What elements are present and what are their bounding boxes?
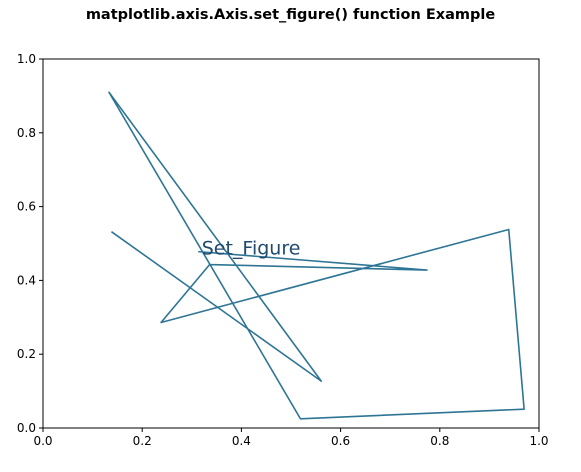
x-tick-label: 0.4 [232, 434, 251, 448]
series-0-vertex [111, 231, 113, 233]
series-0-vertex [523, 408, 525, 410]
series-0-vertex [108, 91, 110, 93]
y-axis: 0.0 0.2 0.4 0.6 0.8 1.0 [17, 52, 43, 435]
y-tick-label: 1.0 [17, 52, 36, 66]
series-0-vertex [160, 322, 162, 324]
x-axis: 0.0 0.2 0.4 0.6 0.8 1.0 [33, 428, 549, 448]
annotation-text: Set_Figure [202, 238, 301, 260]
series-0-vertex [209, 264, 211, 266]
annotation-layer: Set_Figure [202, 238, 301, 260]
y-tick-label: 0.8 [17, 126, 36, 140]
x-tick-label: 1.0 [529, 434, 548, 448]
y-tick-label: 0.0 [17, 421, 36, 435]
x-tick-label: 0.6 [331, 434, 350, 448]
series-0-vertex [197, 251, 199, 253]
y-tick-label: 0.2 [17, 347, 36, 361]
y-tick-label: 0.4 [17, 273, 36, 287]
x-tick-label: 0.2 [133, 434, 152, 448]
chart-title: matplotlib.axis.Axis.set_figure() functi… [85, 7, 496, 23]
series-0-vertex [300, 418, 302, 420]
x-tick-label: 0.0 [33, 434, 52, 448]
series-0-vertex [508, 229, 510, 231]
series-0-vertex [320, 380, 322, 382]
series-0-vertex [426, 269, 428, 271]
x-tick-label: 0.8 [430, 434, 449, 448]
plot-area-frame [42, 58, 540, 429]
series-layer [108, 91, 525, 420]
y-tick-label: 0.6 [17, 200, 36, 214]
series-line-0 [108, 91, 525, 420]
